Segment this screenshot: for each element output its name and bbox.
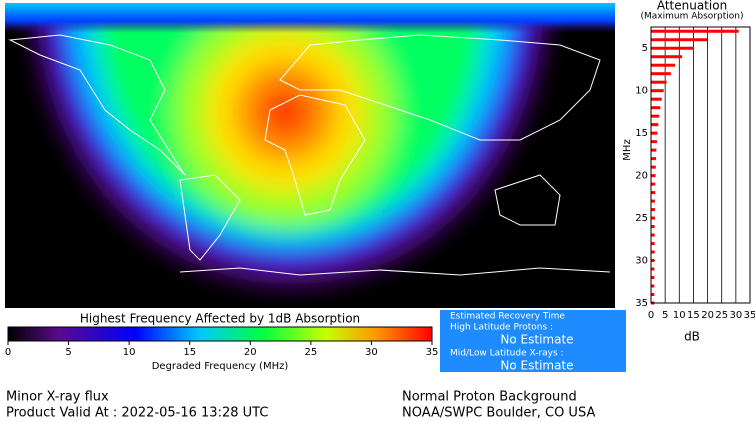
bar [651,182,656,186]
y-tick-label: 15 [635,128,648,139]
bar [651,165,656,169]
bar [651,72,671,76]
recovery-value: No Estimate [500,359,573,373]
recovery-value: No Estimate [500,333,573,347]
bar [651,131,658,135]
y-axis-label: MHz [622,139,633,160]
y-tick-label: 35 [635,298,648,309]
bar [651,38,708,42]
colorbar-title: Highest Frequency Affected by 1dB Absorp… [80,312,360,326]
bar [651,293,655,297]
recovery-label: Mid/Low Latitude X-rays : [450,349,564,359]
footer-text: Normal Proton Background [402,390,577,405]
footer-text: NOAA/SWPC Boulder, CO USA [402,406,595,421]
y-tick-label: 10 [635,86,648,97]
bar [651,174,656,178]
recovery-label: High Latitude Protons : [450,323,553,333]
map [5,3,615,308]
bar [651,216,655,220]
colorbar [7,326,433,342]
y-tick-label: 20 [635,171,648,182]
y-tick-label: 25 [635,213,648,224]
colorbar-label: Degraded Frequency (MHz) [152,361,289,372]
bar [651,233,655,237]
colorbar-tick-label: 5 [65,347,71,358]
y-tick-label: 30 [635,256,648,267]
bar [651,55,683,59]
bar [651,284,655,288]
bar [651,242,655,246]
colorbar-tick-label: 20 [244,347,257,358]
bar [651,63,676,67]
recovery-box [440,310,626,372]
colorbar-tick-label: 25 [304,347,317,358]
x-tick-label: 35 [744,310,755,321]
plot-frame [650,26,751,304]
footer-text: Minor X-ray flux [6,390,109,405]
bar [651,199,655,203]
bar [651,106,661,110]
colorbar-tick-label: 15 [183,347,196,358]
x-tick-label: 0 [648,310,654,321]
bar [651,157,657,161]
bar [651,114,660,118]
x-axis-label: dB [684,330,700,344]
y-tick-label: 5 [642,43,648,54]
x-tick-label: 5 [662,310,668,321]
colorbar-tick-label: 35 [426,347,439,358]
colorbar-tick-label: 30 [365,347,378,358]
bar [651,191,656,195]
bar [651,80,667,84]
bar [651,276,655,280]
x-tick-label: 30 [729,310,742,321]
bar [651,148,657,152]
x-tick-label: 20 [701,310,714,321]
bar [651,140,657,144]
bar [651,208,655,212]
bar [651,225,655,229]
bar [651,123,659,127]
bar [651,97,662,101]
bar [651,29,739,33]
attenuation-subtitle: (Maximum Absorption) [641,12,744,22]
footer-text: Product Valid At : 2022-05-16 13:28 UTC [6,406,268,421]
x-tick-label: 10 [673,310,686,321]
colorbar-tick-label: 10 [123,347,136,358]
x-tick-label: 25 [715,310,728,321]
bar [651,89,664,93]
bar [651,46,694,50]
colorbar-tick-label: 0 [5,347,11,358]
bar [651,267,655,271]
attenuation-title: Attenuation [657,0,727,13]
bar [651,250,655,254]
recovery-title: Estimated Recovery Time [450,312,565,322]
bar [651,259,655,263]
x-tick-label: 15 [687,310,700,321]
